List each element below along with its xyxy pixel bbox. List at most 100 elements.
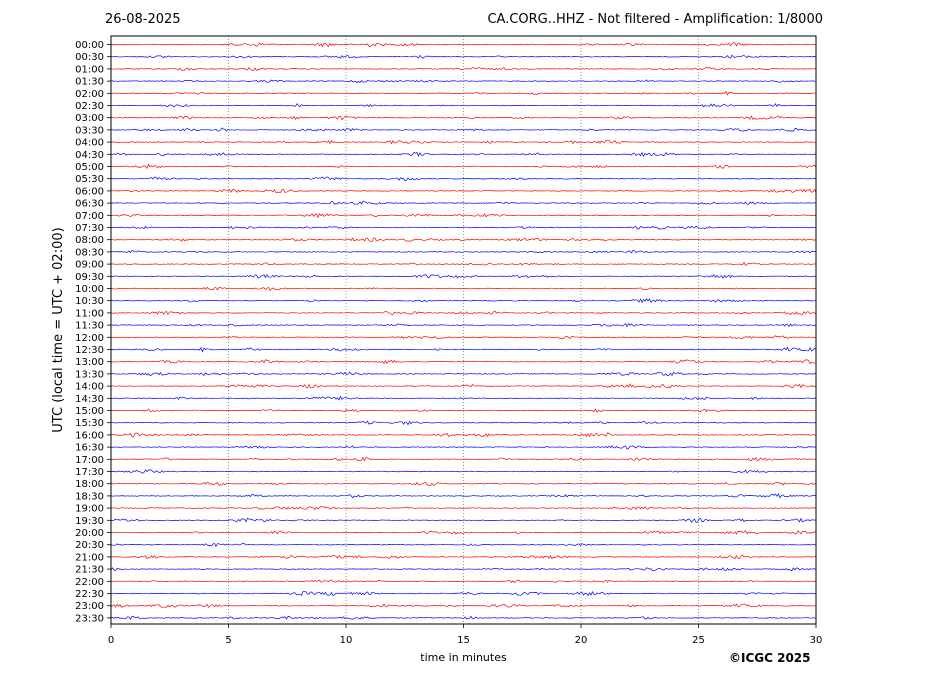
trace-1530 bbox=[110, 420, 817, 426]
trace-1900 bbox=[110, 506, 817, 511]
x-tick-label: 30 bbox=[810, 635, 823, 646]
y-tick-label: 08:00 bbox=[75, 235, 104, 246]
trace-0100 bbox=[110, 66, 817, 71]
y-tick-label: 15:30 bbox=[75, 418, 104, 429]
y-tick-label: 03:30 bbox=[75, 125, 104, 136]
y-axis-label: UTC (local time = UTC + 02:00) bbox=[51, 227, 66, 432]
y-tick-label: 02:30 bbox=[75, 101, 104, 112]
y-tick-label: 12:00 bbox=[75, 333, 104, 344]
x-tick-label: 0 bbox=[108, 635, 114, 646]
y-tick-label: 11:00 bbox=[75, 308, 104, 319]
y-tick-label: 01:30 bbox=[75, 77, 104, 88]
trace-1100 bbox=[110, 310, 817, 316]
x-axis-label-wrap: time in minutes bbox=[111, 651, 816, 664]
trace-0600 bbox=[110, 188, 817, 194]
y-tick-label: 12:30 bbox=[75, 345, 104, 356]
y-tick-label: 23:00 bbox=[75, 601, 104, 612]
y-tick-label: 21:00 bbox=[75, 552, 104, 563]
trace-1400 bbox=[110, 383, 817, 389]
y-tick-label: 02:00 bbox=[75, 89, 104, 100]
trace-0800 bbox=[110, 237, 817, 242]
y-tick-label: 08:30 bbox=[75, 247, 104, 258]
trace-1600 bbox=[110, 432, 817, 438]
y-tick-label: 21:30 bbox=[75, 565, 104, 576]
trace-1300 bbox=[110, 359, 817, 365]
trace-0630 bbox=[110, 201, 817, 205]
y-tick-label: 20:00 bbox=[75, 528, 104, 539]
trace-0900 bbox=[110, 261, 817, 267]
chart-title: CA.CORG..HHZ - Not filtered - Amplificat… bbox=[487, 12, 823, 27]
y-tick-label: 09:30 bbox=[75, 272, 104, 283]
y-tick-label: 17:30 bbox=[75, 467, 104, 478]
trace-0830 bbox=[110, 249, 817, 254]
x-tick-label: 20 bbox=[575, 635, 588, 646]
trace-0700 bbox=[110, 213, 817, 219]
y-tick-label: 09:00 bbox=[75, 260, 104, 271]
trace-1130 bbox=[110, 322, 817, 328]
y-tick-label: 22:30 bbox=[75, 589, 104, 600]
trace-0730 bbox=[110, 225, 817, 230]
x-tick-label: 5 bbox=[225, 635, 231, 646]
trace-0430 bbox=[110, 151, 817, 158]
y-tick-label: 13:00 bbox=[75, 357, 104, 368]
x-axis-label: time in minutes bbox=[420, 651, 507, 664]
y-tick-label: 23:30 bbox=[75, 613, 104, 624]
y-tick-label: 18:30 bbox=[75, 491, 104, 502]
y-tick-label: 03:00 bbox=[75, 113, 104, 124]
y-tick-label: 13:30 bbox=[75, 369, 104, 380]
trace-2100 bbox=[110, 554, 817, 560]
y-tick-label: 22:00 bbox=[75, 577, 104, 588]
y-tick-label: 18:00 bbox=[75, 479, 104, 490]
trace-2030 bbox=[110, 542, 817, 548]
y-tick-label: 05:30 bbox=[75, 174, 104, 185]
plot-frame bbox=[110, 35, 817, 625]
y-tick-label: 00:30 bbox=[75, 52, 104, 63]
y-tick-label: 04:00 bbox=[75, 138, 104, 149]
y-tick-label: 06:30 bbox=[75, 199, 104, 210]
y-tick-label: 07:00 bbox=[75, 211, 104, 222]
trace-0000 bbox=[110, 42, 817, 48]
trace-2300 bbox=[110, 603, 817, 608]
trace-0030 bbox=[110, 54, 817, 59]
y-tick-label: 11:30 bbox=[75, 321, 104, 332]
x-tick-label: 10 bbox=[340, 635, 353, 646]
y-tick-label: 01:00 bbox=[75, 64, 104, 75]
trace-0500 bbox=[110, 163, 817, 169]
y-tick-label: 06:00 bbox=[75, 186, 104, 197]
trace-2330 bbox=[110, 615, 817, 620]
trace-1930 bbox=[110, 517, 817, 523]
y-tick-label: 16:00 bbox=[75, 430, 104, 441]
trace-2200 bbox=[110, 579, 817, 584]
x-tick-label: 25 bbox=[692, 635, 705, 646]
y-tick-label: 04:30 bbox=[75, 150, 104, 161]
y-tick-label: 10:30 bbox=[75, 296, 104, 307]
y-tick-label: 17:00 bbox=[75, 455, 104, 466]
y-tick-label: 19:00 bbox=[75, 504, 104, 515]
trace-1230 bbox=[110, 346, 817, 353]
trace-0930 bbox=[110, 273, 817, 279]
y-tick-label: 00:00 bbox=[75, 40, 104, 51]
trace-0530 bbox=[110, 176, 817, 182]
copyright-credit: ©ICGC 2025 bbox=[729, 651, 811, 665]
trace-1330 bbox=[110, 371, 817, 377]
y-tick-label: 14:00 bbox=[75, 382, 104, 393]
trace-1200 bbox=[110, 335, 817, 340]
y-tick-label: 16:30 bbox=[75, 443, 104, 454]
x-tick-label: 15 bbox=[457, 635, 470, 646]
trace-1430 bbox=[110, 395, 817, 401]
date-label: 26-08-2025 bbox=[105, 12, 181, 27]
y-tick-label: 05:00 bbox=[75, 162, 104, 173]
y-tick-label: 20:30 bbox=[75, 540, 104, 551]
trace-2230 bbox=[110, 590, 817, 597]
trace-2130 bbox=[110, 567, 817, 572]
x-axis: 0 5 10 15 20 25 30 bbox=[108, 624, 823, 646]
y-tick-label: 07:30 bbox=[75, 223, 104, 234]
y-tick-label: 15:00 bbox=[75, 406, 104, 417]
y-tick-label: 10:00 bbox=[75, 284, 104, 295]
trace-1500 bbox=[110, 408, 817, 414]
y-tick-label: 14:30 bbox=[75, 394, 104, 405]
grid-lines bbox=[228, 36, 699, 624]
